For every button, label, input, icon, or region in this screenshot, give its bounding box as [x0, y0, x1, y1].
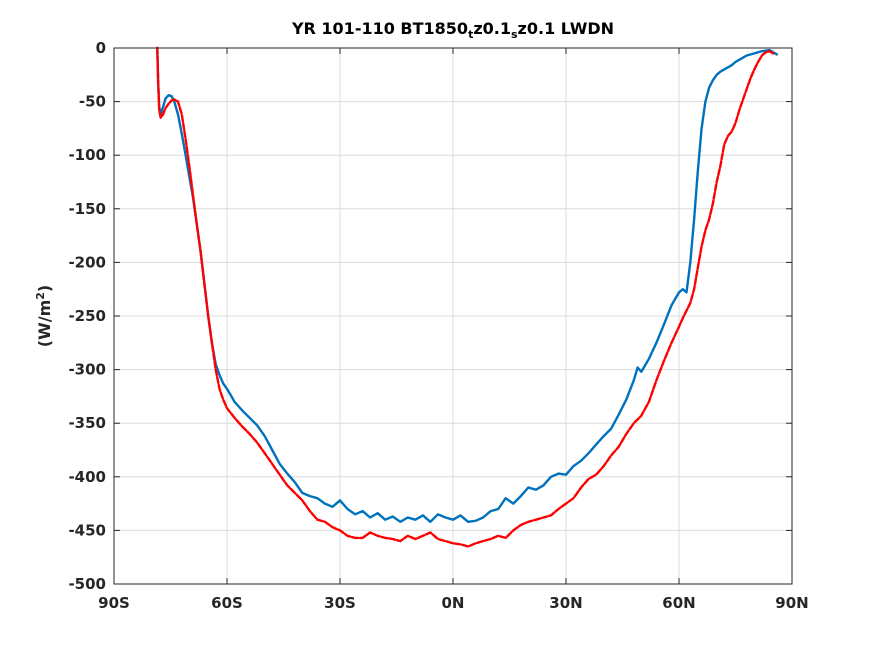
y-tick-label: -350: [68, 414, 106, 432]
x-tick-label: 90S: [98, 594, 130, 612]
y-tick-label: -200: [68, 253, 106, 271]
series-line-2: [156, 46, 775, 548]
y-tick-label: -150: [68, 200, 106, 218]
title-sub-2: s: [511, 28, 518, 41]
title-part-a: YR 101-110 BT1850: [291, 19, 468, 38]
ylabel-superscript: 2: [34, 292, 47, 300]
title-part-c: z0.1 LWDN: [518, 19, 615, 38]
title-sub-1: t: [468, 28, 473, 41]
y-axis-label: (W/m2): [34, 285, 55, 347]
y-tick-labels: 0 -50 -100 -150 -200 -250 -300 -350 -400 -450 -500: [68, 39, 106, 593]
title-part-b: z0.1: [473, 19, 511, 38]
x-tick-label: 90N: [775, 594, 808, 612]
x-tick-label: 0N: [442, 594, 465, 612]
y-tick-label: -500: [68, 575, 106, 593]
ylabel-part-b: ): [35, 285, 54, 292]
x-tick-label: 30S: [324, 594, 356, 612]
y-tick-label: -450: [68, 521, 106, 539]
x-tick-label: 60S: [211, 594, 243, 612]
x-tick-label: 30N: [549, 594, 582, 612]
y-tick-label: 0: [96, 39, 106, 57]
y-tick-label: -50: [79, 93, 106, 111]
chart-title: YR 101-110 BT1850tz0.1sz0.1 LWDN: [291, 19, 614, 41]
y-tick-label: -300: [68, 361, 106, 379]
y-tick-label: -100: [68, 146, 106, 164]
series-layer: [156, 46, 779, 548]
x-tick-labels: 90S 60S 30S 0N 30N 60N 90N: [98, 594, 809, 612]
x-tick-label: 60N: [662, 594, 695, 612]
tick-marks: [113, 47, 793, 585]
y-tick-label: -250: [68, 307, 106, 325]
y-tick-label: -400: [68, 468, 106, 486]
ylabel-part-a: (W/m: [35, 300, 54, 347]
